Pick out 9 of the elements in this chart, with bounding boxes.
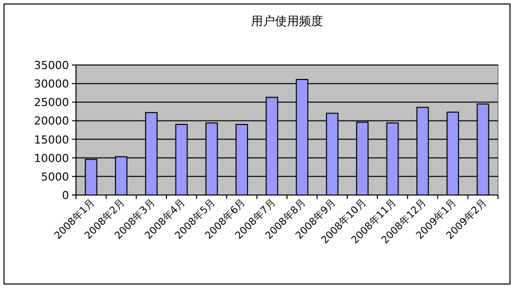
y-tick-label: 5000 <box>41 170 69 184</box>
y-tick-label: 20000 <box>34 114 69 128</box>
chart-title: 用户使用频度 <box>251 14 323 28</box>
y-tick-label: 25000 <box>34 96 69 110</box>
y-tick-label: 0 <box>62 189 69 202</box>
y-tick-label: 15000 <box>34 133 69 146</box>
y-tick-label: 35000 <box>34 59 69 72</box>
y-tick-label: 30000 <box>34 78 69 91</box>
y-tick-label: 10000 <box>34 152 69 165</box>
